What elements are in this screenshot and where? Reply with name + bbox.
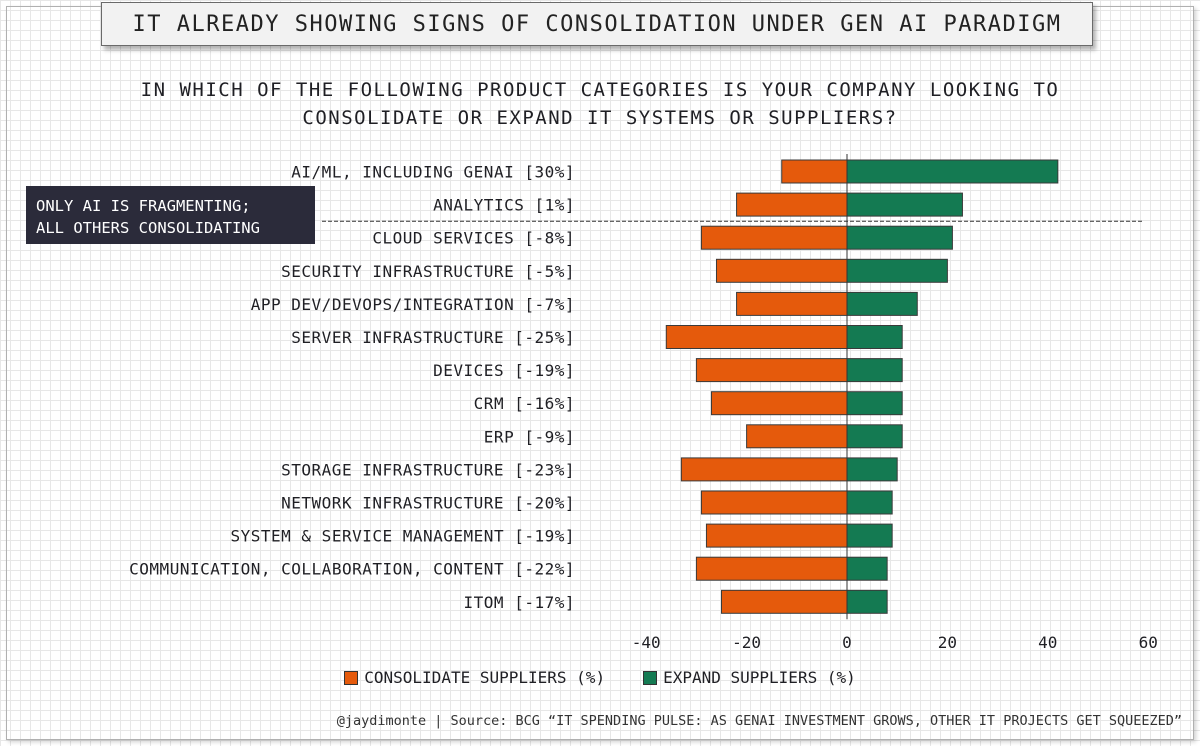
bar-expand — [846, 490, 893, 515]
legend-item-consolidate: CONSOLIDATE SUPPLIERS (%) — [344, 668, 605, 687]
bar-consolidate — [781, 159, 848, 184]
category-label: COMMUNICATION, COLLABORATION, CONTENT [-… — [129, 560, 575, 579]
bar-expand — [846, 391, 903, 416]
bar-expand — [846, 556, 888, 581]
subtitle-line-1: IN WHICH OF THE FOLLOWING PRODUCT CATEGO… — [140, 79, 1060, 101]
category-label: NETWORK INFRASTRUCTURE [-20%] — [281, 494, 575, 513]
category-label: DEVICES [-19%] — [433, 361, 575, 380]
chart-subtitle: IN WHICH OF THE FOLLOWING PRODUCT CATEGO… — [0, 76, 1200, 132]
bar-consolidate — [700, 225, 848, 250]
category-label: SYSTEM & SERVICE MANAGEMENT [-19%] — [230, 527, 575, 546]
category-label: CRM [-16%] — [474, 394, 575, 413]
x-tick-label: -40 — [632, 633, 661, 652]
annotation-line-2: ALL OTHERS CONSOLIDATING — [36, 219, 260, 237]
bar-expand — [846, 523, 893, 548]
bar-consolidate — [695, 358, 848, 383]
x-tick-label: -20 — [732, 633, 761, 652]
bar-consolidate — [721, 589, 848, 614]
legend-swatch-expand — [643, 670, 658, 685]
category-label: SECURITY INFRASTRUCTURE [-5%] — [281, 262, 575, 281]
x-tick-label: 40 — [1038, 633, 1057, 652]
x-tick-label: 60 — [1139, 633, 1158, 652]
legend-swatch-consolidate — [344, 670, 359, 685]
bar-consolidate — [746, 424, 848, 449]
category-label: APP DEV/DEVOPS/INTEGRATION [-7%] — [251, 295, 575, 314]
bar-expand — [846, 159, 1059, 184]
bar-consolidate — [710, 391, 848, 416]
subtitle-line-2: CONSOLIDATE OR EXPAND IT SYSTEMS OR SUPP… — [302, 107, 898, 129]
bar-expand — [846, 192, 963, 217]
category-label: ERP [-9%] — [484, 427, 575, 446]
legend-label-expand: EXPAND SUPPLIERS (%) — [663, 668, 856, 687]
bar-expand — [846, 457, 898, 482]
source-footer: @jaydimonte | Source: BCG “IT SPENDING P… — [336, 713, 1182, 729]
bar-consolidate — [695, 556, 848, 581]
chart-title: IT ALREADY SHOWING SIGNS OF CONSOLIDATIO… — [101, 2, 1093, 46]
bar-expand — [846, 225, 953, 250]
legend: CONSOLIDATE SUPPLIERS (%) EXPAND SUPPLIE… — [0, 668, 1200, 687]
category-label: SERVER INFRASTRUCTURE [-25%] — [291, 328, 575, 347]
bar-expand — [846, 258, 948, 283]
bar-consolidate — [705, 523, 848, 548]
bar-consolidate — [715, 258, 848, 283]
legend-item-expand: EXPAND SUPPLIERS (%) — [643, 668, 856, 687]
bar-expand — [846, 424, 903, 449]
bar-expand — [846, 291, 918, 316]
category-label: ITOM [-17%] — [464, 593, 575, 612]
bar-consolidate — [700, 490, 848, 515]
annotation-box: ONLY AI IS FRAGMENTING; ALL OTHERS CONSO… — [26, 186, 315, 244]
category-label: STORAGE INFRASTRUCTURE [-23%] — [281, 460, 575, 479]
category-label: CLOUD SERVICES [-8%] — [372, 229, 575, 248]
bar-consolidate — [736, 192, 848, 217]
bar-expand — [846, 325, 903, 349]
x-tick-label: 20 — [938, 633, 957, 652]
x-tick-label: 0 — [842, 633, 852, 652]
bar-consolidate — [680, 457, 848, 482]
bar-consolidate — [736, 291, 848, 316]
annotation-line-1: ONLY AI IS FRAGMENTING; — [36, 197, 251, 215]
category-label: ANALYTICS [1%] — [433, 196, 575, 215]
category-label: AI/ML, INCLUDING GENAI [30%] — [291, 163, 575, 182]
bar-expand — [846, 358, 903, 383]
legend-label-consolidate: CONSOLIDATE SUPPLIERS (%) — [364, 668, 606, 687]
bar-expand — [846, 589, 888, 614]
bar-consolidate — [665, 325, 848, 349]
